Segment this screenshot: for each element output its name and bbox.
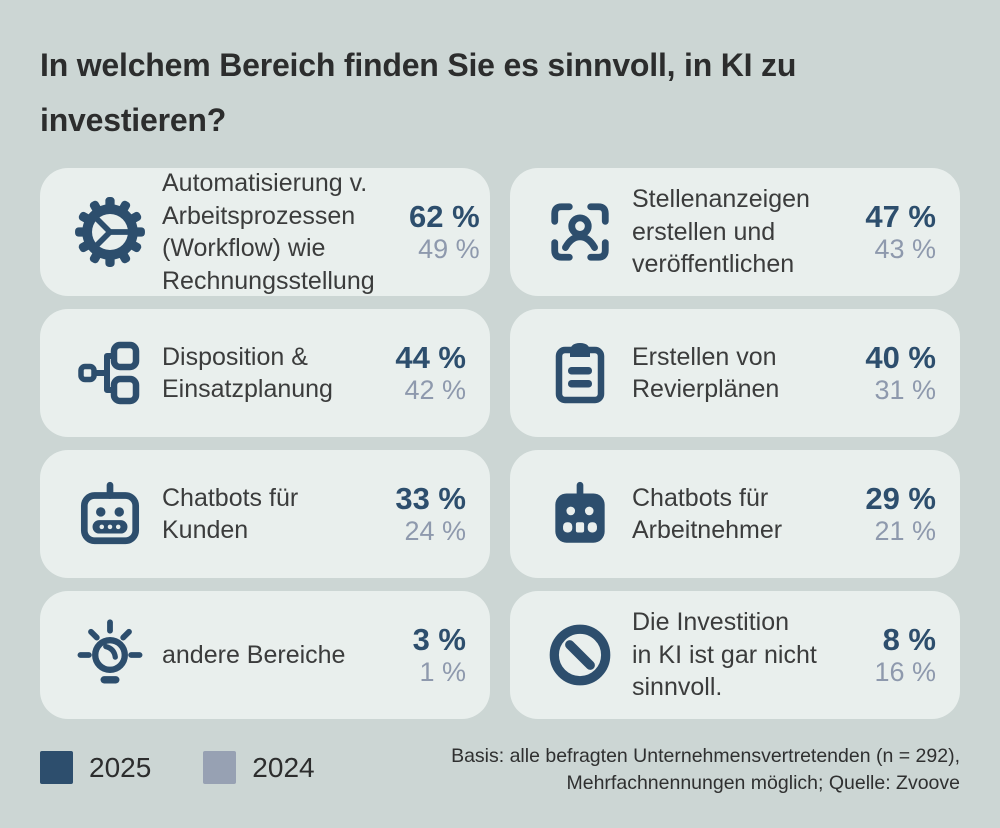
- value-2025: 29 %: [865, 480, 936, 516]
- card-chatbots-arbeitnehmer: Chatbots für Arbeitnehmer 29 % 21 %: [510, 450, 960, 579]
- card-label: Disposition & Einsatzplanung: [162, 342, 333, 404]
- card-label: Stellenanzeigen erstellen und veröffentl…: [632, 185, 810, 279]
- gear-icon: [58, 195, 162, 269]
- page-title: In welchem Bereich finden Sie es sinnvol…: [40, 47, 797, 139]
- prohibition-icon: [528, 618, 632, 692]
- card-andere-bereiche: andere Bereiche 3 % 1 %: [40, 591, 490, 720]
- card-label: Erstellen von Revierplänen: [632, 342, 780, 404]
- card-nicht-sinnvoll: Die Investition in KI ist gar nicht sinn…: [510, 591, 960, 720]
- card-values: 33 % 24 %: [361, 480, 466, 547]
- legend-swatch-2024: [203, 751, 237, 785]
- legend-item-2024: 2024: [203, 751, 315, 785]
- card-values: 44 % 42 %: [361, 339, 466, 406]
- legend-item-2025: 2025: [40, 751, 152, 785]
- card-label: Die Investition in KI ist gar nicht sinn…: [632, 608, 817, 702]
- stat-cards-grid: Automatisierung v. Arbeitsprozessen (Wor…: [40, 168, 960, 720]
- legend: 2025 2024: [40, 743, 315, 785]
- hierarchy-icon: [58, 337, 162, 409]
- card-values: 3 % 1 %: [361, 621, 466, 688]
- value-2024: 43 %: [874, 234, 936, 265]
- card-label: andere Bereiche: [162, 640, 346, 669]
- card-label: Automatisierung v. Arbeitsprozessen (Wor…: [162, 169, 375, 295]
- clipboard-icon: [528, 337, 632, 409]
- card-values: 62 % 49 %: [375, 198, 480, 265]
- card-revierplaene: Erstellen von Revierplänen 40 % 31 %: [510, 309, 960, 438]
- value-2025: 47 %: [865, 198, 936, 234]
- lightbulb-icon: [58, 617, 162, 693]
- value-2024: 24 %: [404, 516, 466, 547]
- card-values: 40 % 31 %: [831, 339, 936, 406]
- card-label: Chatbots für Kunden: [162, 483, 299, 545]
- value-2025: 62 %: [408, 198, 480, 234]
- value-2025: 44 %: [395, 339, 466, 375]
- card-label: Chatbots für Arbeitnehmer: [632, 483, 783, 545]
- value-2024: 1 %: [419, 657, 466, 688]
- legend-swatch-2025: [40, 751, 73, 785]
- scan-person-icon: [528, 197, 632, 267]
- footer: 2025 2024 Basis: alle befragten Unterneh…: [40, 743, 960, 798]
- card-disposition: Disposition & Einsatzplanung 44 % 42 %: [40, 309, 490, 438]
- value-2025: 8 %: [882, 621, 936, 657]
- card-values: 8 % 16 %: [831, 621, 936, 688]
- card-values: 29 % 21 %: [831, 480, 936, 547]
- robot-outline-icon: [58, 477, 162, 551]
- legend-label-2024: 2024: [252, 751, 315, 783]
- value-2024: 31 %: [874, 375, 936, 406]
- card-values: 47 % 43 %: [831, 198, 936, 265]
- value-2024: 42 %: [404, 375, 466, 406]
- value-2024: 21 %: [874, 516, 936, 547]
- value-2024: 49 %: [418, 234, 480, 265]
- value-2025: 3 %: [412, 621, 466, 657]
- value-2025: 33 %: [395, 480, 466, 516]
- value-2024: 16 %: [874, 657, 936, 688]
- card-stellenanzeigen: Stellenanzeigen erstellen und veröffentl…: [510, 168, 960, 297]
- legend-label-2025: 2025: [89, 751, 152, 783]
- robot-filled-icon: [528, 477, 632, 551]
- card-automatisierung: Automatisierung v. Arbeitsprozessen (Wor…: [40, 168, 490, 297]
- source-note: Basis: alle befragten Unternehmensvertre…: [451, 745, 960, 795]
- card-chatbots-kunden: Chatbots für Kunden 33 % 24 %: [40, 450, 490, 579]
- value-2025: 40 %: [865, 339, 936, 375]
